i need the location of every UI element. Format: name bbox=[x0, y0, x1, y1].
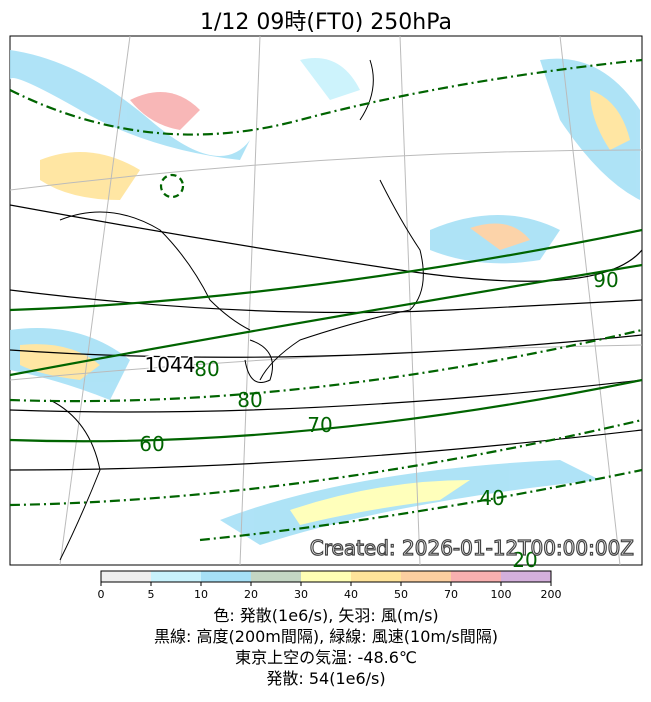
colorbar-segment bbox=[401, 571, 451, 582]
coastline bbox=[49, 59, 424, 561]
height-contours bbox=[10, 204, 642, 471]
colorbar-tick-label: 40 bbox=[344, 588, 358, 601]
wind-label: 80 bbox=[194, 357, 219, 381]
colorbar-tick-label: 100 bbox=[491, 588, 512, 601]
caption-line: 東京上空の気温: -48.6℃ bbox=[235, 648, 417, 667]
colorbar-segment bbox=[351, 571, 401, 582]
wind-label: 90 bbox=[593, 268, 618, 292]
colorbar-segment bbox=[151, 571, 201, 582]
colorbar-tick-label: 50 bbox=[394, 588, 408, 601]
caption-line: 色: 発散(1e6/s), 矢羽: 風(m/s) bbox=[213, 606, 438, 625]
colorbar-segment bbox=[201, 571, 251, 582]
colorbar-tick-label: 10 bbox=[194, 588, 208, 601]
colorbar-segment bbox=[251, 571, 301, 582]
height-label: 1044 bbox=[145, 353, 196, 377]
colorbar-tick-label: 5 bbox=[148, 588, 155, 601]
created-stamp: Created: 2026-01-12T00:00:00Z bbox=[310, 536, 634, 560]
colorbar-tick-label: 70 bbox=[444, 588, 458, 601]
wind-label: 70 bbox=[307, 413, 332, 437]
colorbar-segment bbox=[451, 571, 501, 582]
wind-contours bbox=[10, 58, 642, 542]
wind-label: 80 bbox=[237, 388, 262, 412]
caption-line: 発散: 54(1e6/s) bbox=[266, 669, 385, 688]
wind-label: 60 bbox=[139, 432, 164, 456]
caption: 色: 発散(1e6/s), 矢羽: 風(m/s) 黒線: 高度(200m間隔), … bbox=[154, 606, 498, 688]
colorbar-segment bbox=[301, 571, 351, 582]
title: 1/12 09時(FT0) 250hPa bbox=[200, 10, 452, 35]
colorbar-tick-label: 30 bbox=[294, 588, 308, 601]
colorbar-segment bbox=[501, 571, 551, 582]
wind-label: 40 bbox=[479, 486, 504, 510]
colorbar-tick-label: 0 bbox=[98, 588, 105, 601]
wind-label: 20 bbox=[512, 548, 537, 572]
colorbar-segment bbox=[101, 571, 151, 582]
caption-line: 黒線: 高度(200m間隔), 緑線: 風速(10m/s間隔) bbox=[154, 627, 498, 646]
colorbar-frame bbox=[100, 570, 552, 583]
map: 1044 80 90 80 70 60 40 20 Created: 2026-… bbox=[9, 35, 643, 572]
graticule bbox=[10, 36, 642, 565]
colorbar-tick-label: 200 bbox=[541, 588, 562, 601]
colorbar: 0 5 10 20 30 40 50 70 100 200 bbox=[98, 570, 562, 601]
colorbar-tick-label: 20 bbox=[244, 588, 258, 601]
